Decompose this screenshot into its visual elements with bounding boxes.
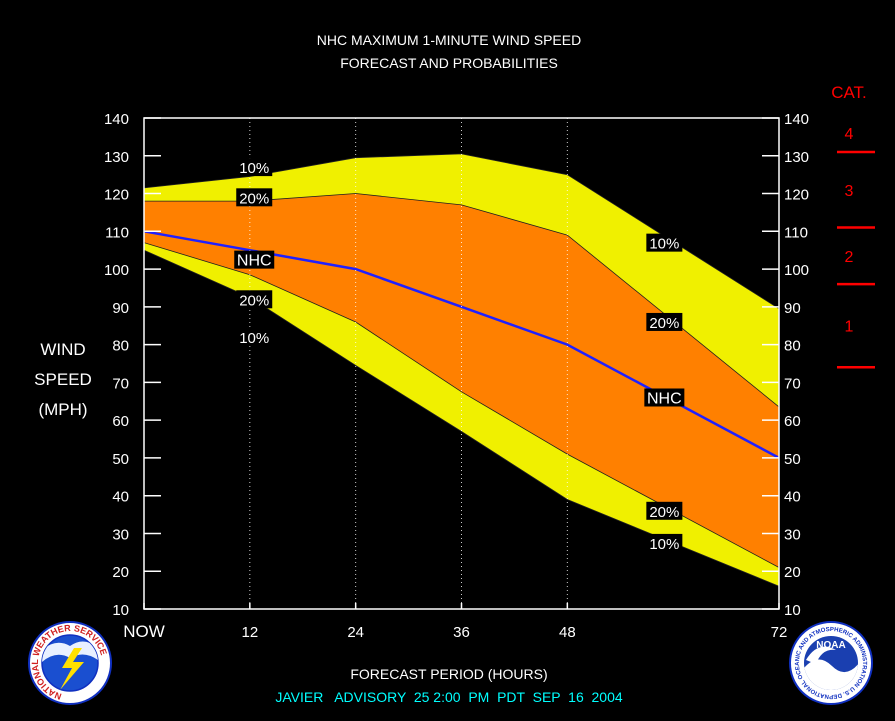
category-label-3: 3	[845, 183, 854, 200]
band-label-box-3	[236, 290, 273, 309]
y-tick-label-left-40: 40	[112, 489, 129, 506]
chart-title: NHC MAXIMUM 1-MINUTE WIND SPEED	[317, 32, 581, 48]
category-scale: CAT. 1 2 3 4	[831, 83, 875, 369]
y-tick-label-right-10: 10	[784, 602, 801, 619]
y-axis-label-line-3: (MPH)	[38, 400, 87, 419]
y-tick-label-left-80: 80	[112, 338, 129, 355]
band-label-box-2	[234, 250, 275, 269]
y-tick-label-left-20: 20	[112, 564, 129, 581]
category-heading: CAT.	[831, 83, 867, 102]
noaa-logo-text: NOAA	[816, 640, 845, 651]
y-tick-label-right-30: 30	[784, 526, 801, 543]
band-label-7: NHC	[647, 390, 682, 407]
y-tick-label-left-60: 60	[112, 413, 129, 430]
y-axis-label-line-1: WIND	[40, 340, 85, 359]
y-tick-label-left-10: 10	[112, 602, 129, 619]
y-tick-label-right-100: 100	[784, 262, 809, 279]
line-upper-10-percent	[143, 153, 780, 310]
y-tick-label-left-110: 110	[105, 224, 129, 241]
band-label-box-7	[644, 388, 685, 407]
x-tick-label-24: 24	[347, 624, 364, 641]
y-tick-label-right-130: 130	[784, 149, 809, 166]
band-labels: 10% 20% NHC 20% 10% 10% 20% NHC 20% 10%	[234, 158, 685, 553]
x-tick-label-36: 36	[453, 624, 470, 641]
x-axis-label: FORECAST PERIOD (HOURS)	[350, 666, 547, 682]
band-label-box-9	[646, 533, 683, 552]
axis-ticks: 10 10 20 20 30 30 40 40 50 50 60 60 70 70 80 80 90 90 100 1…	[104, 111, 809, 641]
band-label-0: 10%	[239, 160, 269, 177]
y-tick-label-right-70: 70	[784, 375, 801, 392]
band-label-5: 10%	[649, 236, 679, 253]
line-lower-20-percent	[143, 242, 780, 568]
y-tick-label-left-120: 120	[104, 187, 129, 204]
y-tick-label-right-140: 140	[784, 111, 809, 128]
category-label-1: 1	[845, 319, 854, 336]
y-tick-label-right-20: 20	[784, 564, 801, 581]
y-axis-label-line-2: SPEED	[34, 370, 92, 389]
band-20-percent	[144, 193, 779, 568]
y-tick-label-right-50: 50	[784, 451, 801, 468]
line-upper-20-percent	[144, 193, 780, 408]
y-tick-label-right-120: 120	[784, 187, 809, 204]
y-tick-label-left-140: 140	[104, 111, 129, 128]
x-tick-label-NOW: NOW	[123, 622, 165, 641]
y-tick-label-right-60: 60	[784, 413, 801, 430]
line-lower-10-percent	[143, 249, 780, 587]
band-label-box-1	[236, 188, 273, 207]
chart-subtitle: FORECAST AND PROBABILITIES	[340, 55, 558, 71]
advisory-text: JAVIER ADVISORY 25 2:00 PM PDT SEP 16 20…	[275, 689, 623, 705]
nhc-forecast-line	[143, 230, 780, 460]
y-tick-label-left-100: 100	[104, 262, 129, 279]
band-label-box-5	[646, 233, 683, 252]
y-tick-label-right-80: 80	[784, 338, 801, 355]
band-label-9: 10%	[649, 536, 679, 553]
band-label-box-0	[236, 158, 273, 177]
y-tick-label-left-50: 50	[112, 451, 129, 468]
x-tick-label-12: 12	[241, 624, 258, 641]
band-label-3: 20%	[239, 292, 269, 309]
band-label-8: 20%	[649, 504, 679, 521]
band-label-box-8	[646, 501, 683, 520]
band-label-2: NHC	[237, 253, 272, 270]
y-tick-label-right-40: 40	[784, 489, 801, 506]
band-label-1: 20%	[239, 190, 269, 207]
nws-logo: NATIONAL WEATHER SERVICE	[28, 621, 112, 705]
y-tick-label-right-90: 90	[784, 300, 801, 317]
y-tick-label-left-70: 70	[112, 375, 129, 392]
band-label-4: 10%	[239, 330, 269, 347]
y-tick-label-right-110: 110	[784, 224, 808, 241]
y-tick-label-left-30: 30	[112, 526, 129, 543]
y-tick-label-left-130: 130	[104, 149, 129, 166]
category-label-2: 2	[845, 249, 854, 266]
band-label-6: 20%	[649, 315, 679, 332]
category-label-4: 4	[845, 126, 854, 143]
y-tick-label-left-90: 90	[112, 300, 129, 317]
x-tick-label-72: 72	[771, 624, 788, 641]
band-label-box-6	[646, 312, 683, 331]
band-label-box-4	[236, 328, 273, 347]
x-tick-label-48: 48	[559, 624, 576, 641]
